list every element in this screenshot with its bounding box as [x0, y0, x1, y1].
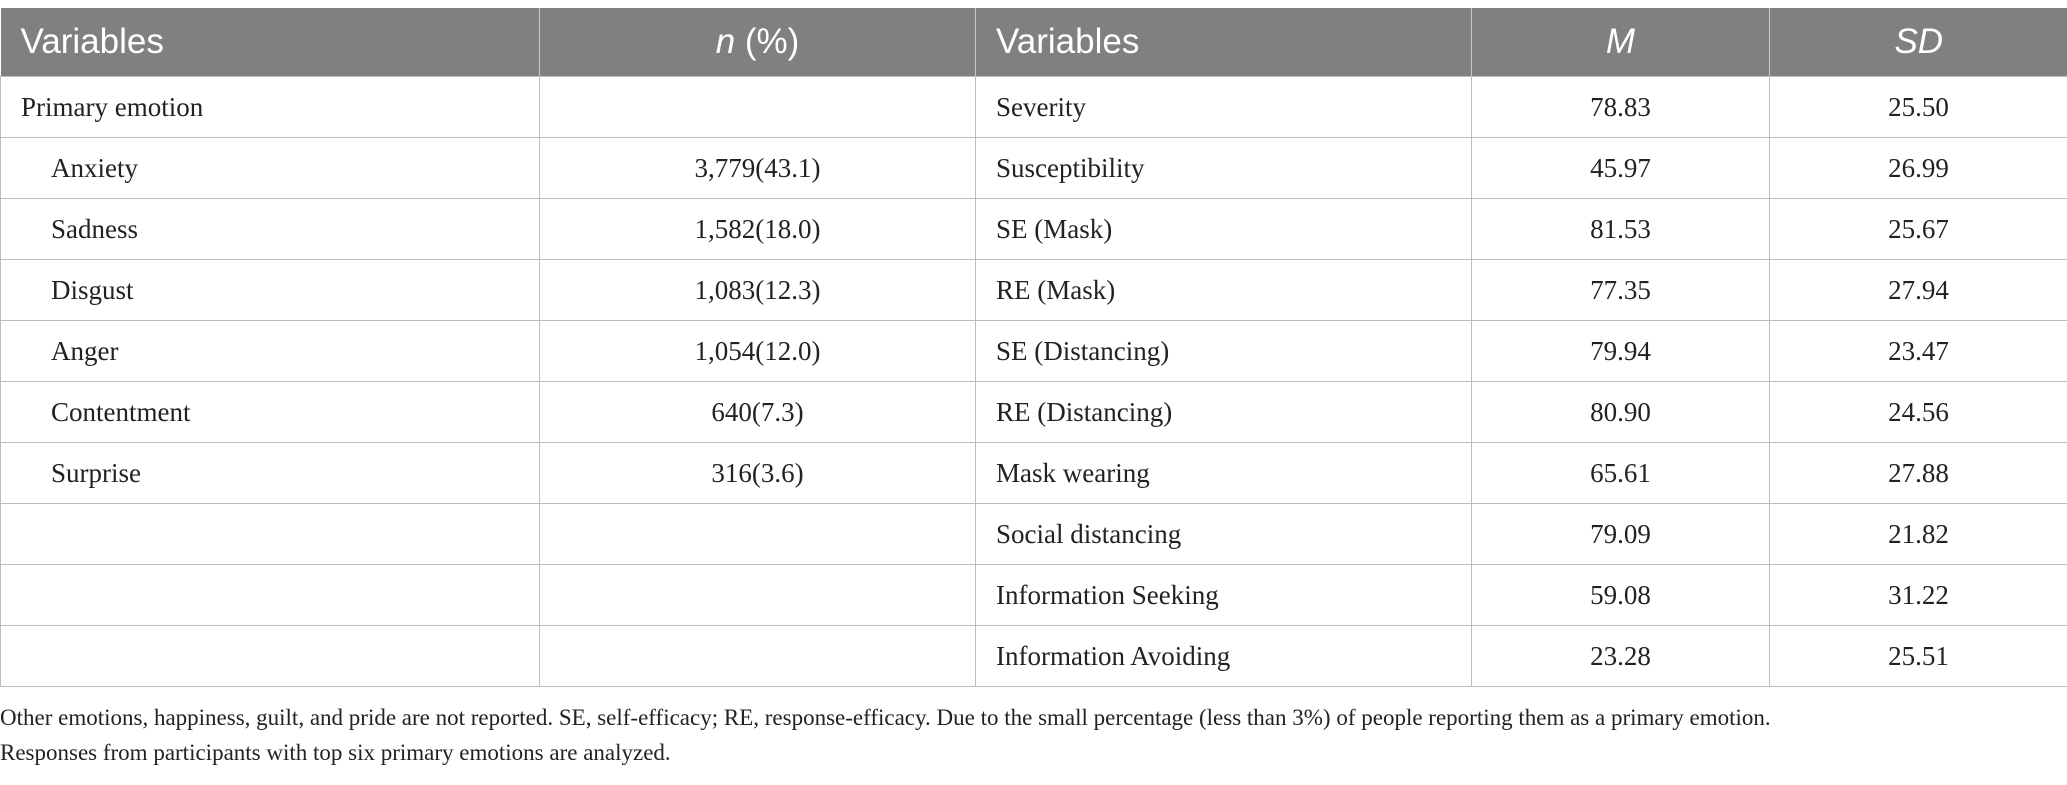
- mean-cell: 79.09: [1471, 503, 1770, 565]
- left-variable-cell: [0, 503, 540, 565]
- left-value-cell: 3,779(43.1): [539, 137, 976, 199]
- left-value-cell: [539, 625, 976, 687]
- left-variable-cell: [0, 564, 540, 626]
- table-row: Information Avoiding 23.28 25.51: [0, 625, 2067, 687]
- left-value-cell: [539, 503, 976, 565]
- right-variable-cell: SE (Distancing): [975, 320, 1472, 382]
- header-mean: M: [1471, 8, 1770, 77]
- header-variables-left: Variables: [0, 8, 540, 77]
- table-row: Disgust 1,083(12.3) RE (Mask) 77.35 27.9…: [0, 259, 2067, 321]
- table-row: Primary emotion Severity 78.83 25.50: [0, 76, 2067, 138]
- header-n-percent: n (%): [539, 8, 976, 77]
- right-variable-cell: Social distancing: [975, 503, 1472, 565]
- left-value-cell: [539, 564, 976, 626]
- footnote-line-2: Responses from participants with top six…: [0, 740, 671, 765]
- right-variable-cell: Severity: [975, 76, 1472, 138]
- left-variable-cell: Surprise: [0, 442, 540, 504]
- mean-cell: 45.97: [1471, 137, 1770, 199]
- table-footnote: Other emotions, happiness, guilt, and pr…: [0, 700, 2067, 770]
- left-value-cell: 1,054(12.0): [539, 320, 976, 382]
- mean-cell: 77.35: [1471, 259, 1770, 321]
- right-variable-cell: RE (Mask): [975, 259, 1472, 321]
- header-variables-right: Variables: [975, 8, 1472, 77]
- mean-cell: 65.61: [1471, 442, 1770, 504]
- sd-cell: 25.50: [1769, 76, 2067, 138]
- right-variable-cell: Information Avoiding: [975, 625, 1472, 687]
- header-percent-suffix: (%): [735, 22, 800, 61]
- left-value-cell: [539, 76, 976, 138]
- sd-cell: 23.47: [1769, 320, 2067, 382]
- table-row: Anxiety 3,779(43.1) Susceptibility 45.97…: [0, 137, 2067, 199]
- sd-cell: 25.51: [1769, 625, 2067, 687]
- left-value-cell: 316(3.6): [539, 442, 976, 504]
- left-value-cell: 1,582(18.0): [539, 198, 976, 260]
- left-value-cell: 640(7.3): [539, 381, 976, 443]
- right-variable-cell: Information Seeking: [975, 564, 1472, 626]
- left-variable-cell: [0, 625, 540, 687]
- left-variable-cell: Anxiety: [0, 137, 540, 199]
- left-variable-cell: Contentment: [0, 381, 540, 443]
- descriptive-stats-table-container: Variables n (%) Variables M SD Primary e…: [0, 8, 2067, 687]
- sd-cell: 26.99: [1769, 137, 2067, 199]
- sd-cell: 25.67: [1769, 198, 2067, 260]
- left-variable-cell: Disgust: [0, 259, 540, 321]
- table-row: Social distancing 79.09 21.82: [0, 503, 2067, 565]
- right-variable-cell: Susceptibility: [975, 137, 1472, 199]
- right-variable-cell: Mask wearing: [975, 442, 1472, 504]
- mean-cell: 80.90: [1471, 381, 1770, 443]
- mean-cell: 79.94: [1471, 320, 1770, 382]
- sd-cell: 21.82: [1769, 503, 2067, 565]
- header-row: Variables n (%) Variables M SD: [0, 8, 2067, 77]
- table-body: Primary emotion Severity 78.83 25.50 Anx…: [0, 76, 2067, 687]
- header-sd: SD: [1769, 8, 2067, 77]
- left-value-cell: 1,083(12.3): [539, 259, 976, 321]
- sd-cell: 24.56: [1769, 381, 2067, 443]
- mean-cell: 81.53: [1471, 198, 1770, 260]
- table-row: Sadness 1,582(18.0) SE (Mask) 81.53 25.6…: [0, 198, 2067, 260]
- left-variable-cell: Anger: [0, 320, 540, 382]
- sd-cell: 27.94: [1769, 259, 2067, 321]
- table-row: Contentment 640(7.3) RE (Distancing) 80.…: [0, 381, 2067, 443]
- mean-cell: 59.08: [1471, 564, 1770, 626]
- sd-cell: 27.88: [1769, 442, 2067, 504]
- left-variable-cell: Primary emotion: [0, 76, 540, 138]
- table-header: Variables n (%) Variables M SD: [0, 8, 2067, 77]
- table-row: Anger 1,054(12.0) SE (Distancing) 79.94 …: [0, 320, 2067, 382]
- right-variable-cell: SE (Mask): [975, 198, 1472, 260]
- sd-cell: 31.22: [1769, 564, 2067, 626]
- table-row: Surprise 316(3.6) Mask wearing 65.61 27.…: [0, 442, 2067, 504]
- mean-cell: 78.83: [1471, 76, 1770, 138]
- mean-cell: 23.28: [1471, 625, 1770, 687]
- descriptive-stats-table: Variables n (%) Variables M SD Primary e…: [0, 8, 2067, 687]
- footnote-line-1: Other emotions, happiness, guilt, and pr…: [0, 705, 1771, 730]
- header-n-letter: n: [715, 22, 736, 61]
- left-variable-cell: Sadness: [0, 198, 540, 260]
- right-variable-cell: RE (Distancing): [975, 381, 1472, 443]
- table-row: Information Seeking 59.08 31.22: [0, 564, 2067, 626]
